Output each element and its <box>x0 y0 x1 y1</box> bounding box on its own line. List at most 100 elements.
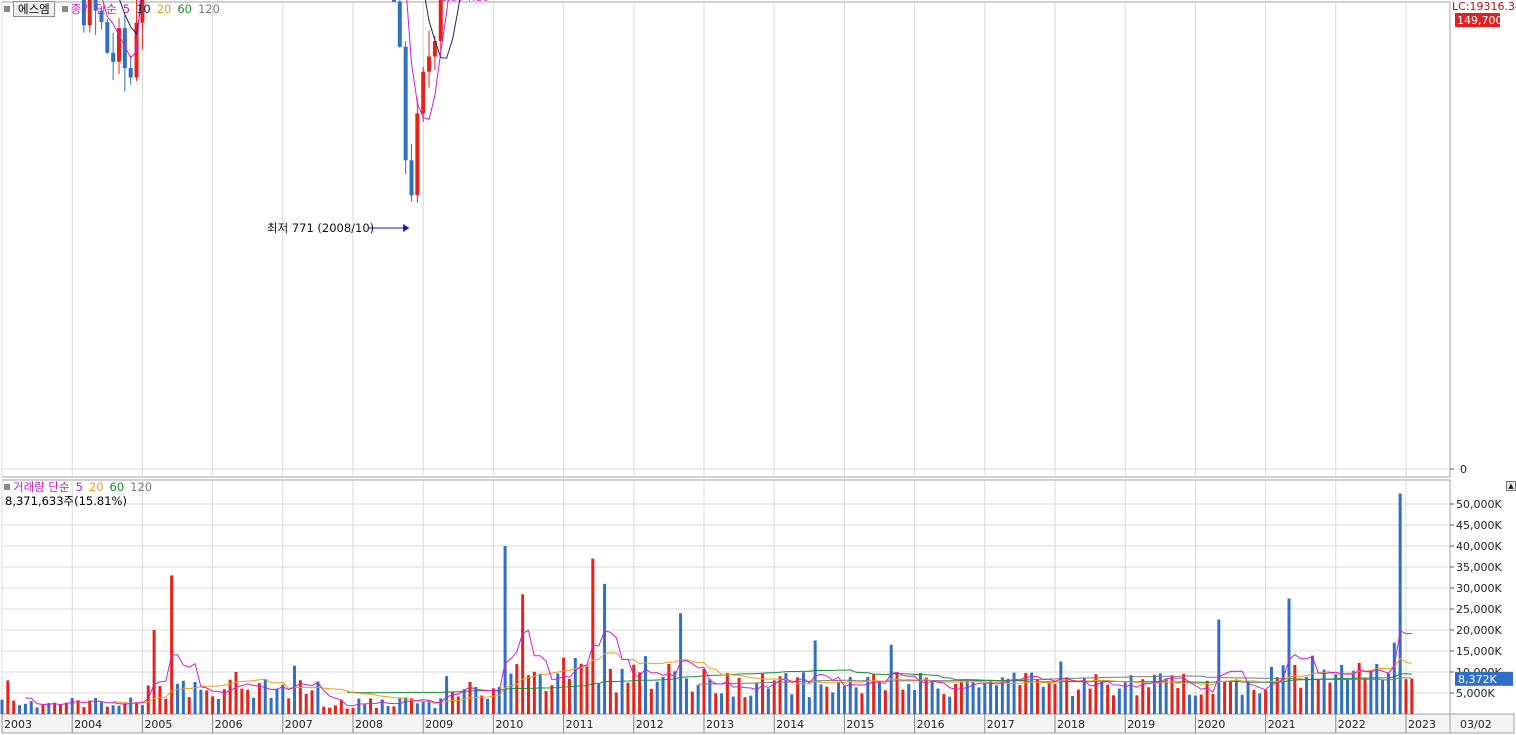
volume-bar <box>1269 666 1273 714</box>
volume-bar <box>1293 664 1297 714</box>
last-volume-badge-text: 8,372K <box>1458 673 1497 686</box>
vol-ma120-line <box>698 675 1412 685</box>
volume-bar <box>772 680 776 714</box>
vol-ma120-period[interactable]: 120 <box>130 480 153 494</box>
price-legend-label[interactable]: 종가 단순 <box>70 2 117 16</box>
collapse-pane-icon[interactable]: ▲ <box>1506 481 1516 491</box>
volume-bar <box>696 685 700 714</box>
volume-bar <box>895 672 899 714</box>
ma5-period[interactable]: 5 <box>122 2 131 16</box>
vol-ma60-period[interactable]: 60 <box>109 480 125 494</box>
volume-bar <box>796 677 800 714</box>
volume-bar <box>837 681 841 714</box>
volume-tick-label: 25,000K <box>1456 603 1502 616</box>
volume-bar <box>35 707 39 714</box>
year-label: 2005 <box>144 718 172 731</box>
ma10-period[interactable]: 10 <box>136 2 151 16</box>
volume-bar <box>1018 685 1022 714</box>
candle-body <box>128 68 133 78</box>
volume-tick-label: 50,000K <box>1456 498 1502 511</box>
volume-bar <box>1117 688 1121 714</box>
volume-bar <box>521 594 525 714</box>
candle-body <box>438 0 443 42</box>
volume-bar <box>655 681 659 714</box>
vol-ma20-period[interactable]: 20 <box>88 480 104 494</box>
volume-bar <box>907 684 911 714</box>
volume-bar <box>456 696 460 714</box>
volume-bar <box>959 681 963 714</box>
volume-bar <box>591 558 595 714</box>
volume-bar <box>474 686 478 714</box>
volume-bar <box>275 688 279 714</box>
volume-bar <box>433 708 437 714</box>
volume-bar <box>1264 690 1268 714</box>
volume-bar <box>304 694 308 714</box>
volume-legend-label[interactable]: 거래량 단순 <box>13 480 70 494</box>
volume-bar <box>661 676 665 714</box>
ma60-period[interactable]: 60 <box>177 2 192 16</box>
volume-tick-label: 35,000K <box>1456 561 1502 574</box>
volume-bar <box>737 677 741 714</box>
volume-bar <box>450 691 454 714</box>
volume-bar <box>152 630 156 714</box>
volume-bar <box>1182 673 1186 714</box>
volume-bar <box>0 699 4 714</box>
volume-tick-label: 15,000K <box>1456 645 1502 658</box>
volume-bar <box>918 672 922 714</box>
volume-bar <box>64 702 68 714</box>
last-volume-badge <box>1455 671 1513 686</box>
candle-body <box>81 0 86 26</box>
volume-bar <box>784 673 788 714</box>
volume-bar <box>930 682 934 714</box>
volume-bar <box>146 685 150 714</box>
volume-bar <box>1340 664 1344 714</box>
vol-ma5-period[interactable]: 5 <box>75 480 83 494</box>
volume-bar <box>1100 681 1104 714</box>
volume-bar <box>1229 681 1232 714</box>
volume-bar <box>480 695 484 714</box>
volume-bar <box>1316 679 1320 714</box>
volume-bar <box>1041 686 1045 714</box>
volume-bar <box>117 705 121 714</box>
volume-bar <box>603 583 607 714</box>
volume-bar <box>626 682 630 714</box>
volume-bar <box>123 702 127 714</box>
volume-bar <box>1065 677 1069 714</box>
volume-bar <box>322 706 326 714</box>
legend-square-icon <box>61 6 68 12</box>
volume-bar <box>614 692 618 714</box>
volume-bar <box>164 698 168 714</box>
volume-bar <box>714 693 718 714</box>
year-label: 2011 <box>566 718 594 731</box>
candle-body <box>122 28 127 69</box>
volume-bar <box>380 699 384 714</box>
volume-bar <box>550 685 554 714</box>
volume-bar <box>1398 493 1402 714</box>
volume-bar <box>632 664 636 714</box>
year-label: 2021 <box>1268 718 1296 731</box>
low-arrow-icon <box>403 224 410 232</box>
volume-bar <box>872 674 876 714</box>
volume-bar <box>690 691 694 714</box>
volume-bar <box>351 707 355 714</box>
volume-bar <box>357 698 361 714</box>
ma20-period[interactable]: 20 <box>156 2 172 16</box>
volume-bar <box>462 689 466 714</box>
year-label: 2010 <box>495 718 523 731</box>
volume-bar <box>298 680 302 714</box>
current-volume-readout: 8,371,633주(15.81%) <box>5 494 127 508</box>
volume-bar <box>790 694 794 714</box>
ma120-period[interactable]: 120 <box>197 2 220 16</box>
stock-name-button[interactable]: 에스엠 <box>13 1 55 17</box>
volume-bar <box>725 673 729 714</box>
candle-body <box>415 113 420 196</box>
volume-bar <box>1305 677 1309 714</box>
volume-bar <box>287 698 291 714</box>
volume-bar <box>1322 669 1326 714</box>
volume-bar <box>421 701 425 714</box>
volume-bar <box>807 697 811 714</box>
volume-bar <box>76 700 80 714</box>
volume-bar <box>199 689 203 714</box>
volume-bar <box>667 663 671 714</box>
